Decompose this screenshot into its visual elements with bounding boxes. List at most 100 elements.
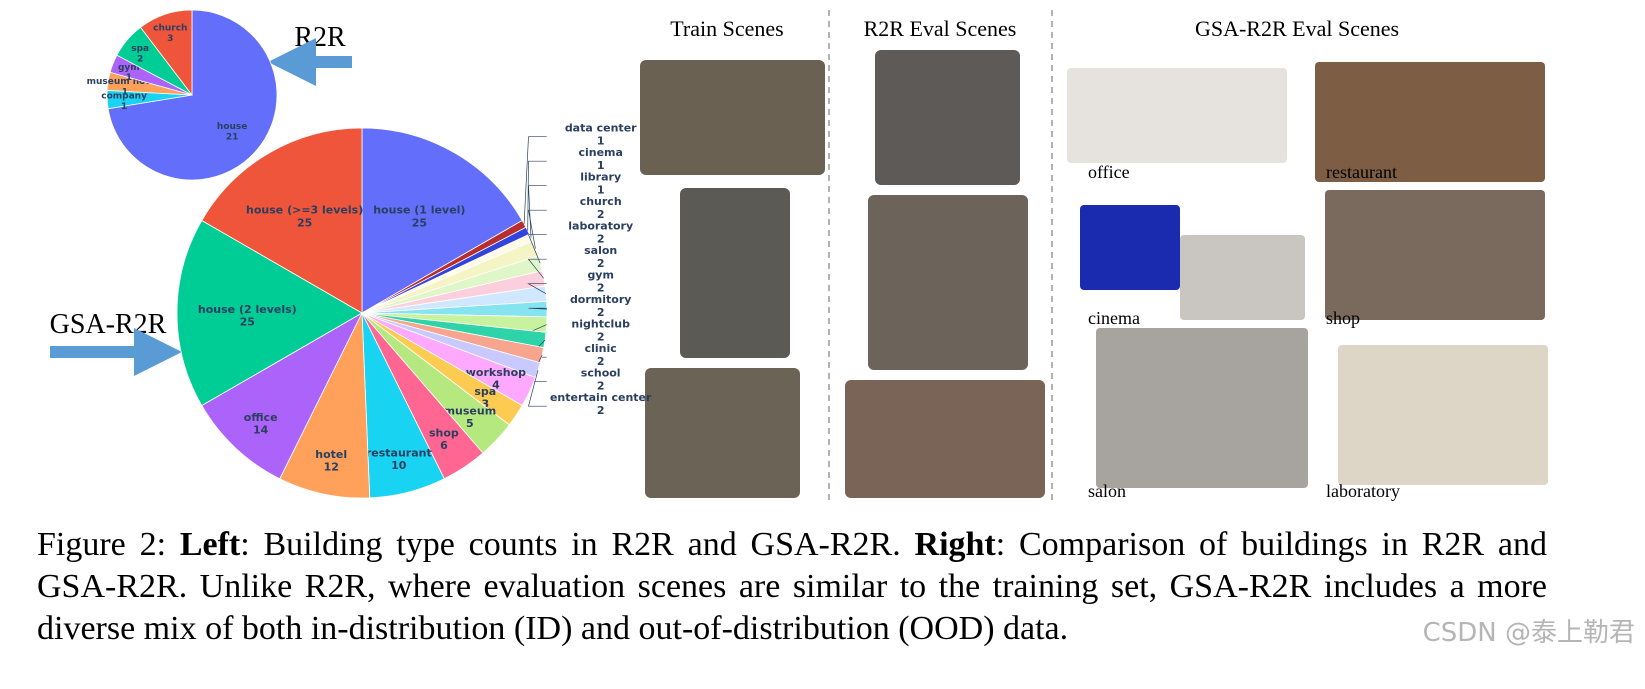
slice-label: museum house 1 xyxy=(87,77,164,97)
slice-value: 2 xyxy=(597,208,605,221)
slice-name: church xyxy=(153,24,187,34)
slice-value: 1 xyxy=(126,73,132,83)
slice-name: clinic xyxy=(585,342,617,355)
scene-image xyxy=(1338,345,1548,485)
scene-label: cinema xyxy=(1088,308,1140,328)
column-header: GSA-R2R Eval Scenes xyxy=(1195,16,1399,41)
scene-image xyxy=(868,195,1028,370)
scene-image xyxy=(1325,190,1545,320)
slice-name: workshop xyxy=(466,366,526,379)
scene-label: office xyxy=(1088,162,1130,182)
slice-label: spa 3 xyxy=(474,385,496,411)
slice-value: 1 xyxy=(122,87,128,97)
slice-label: laboratory 2 xyxy=(568,220,633,246)
scene-label: laboratory xyxy=(1326,481,1400,501)
slice-value: 5 xyxy=(466,417,474,430)
slice-name: library xyxy=(580,171,621,184)
slice-label: restaurant 10 xyxy=(366,446,432,472)
slice-name: house (>=3 levels) xyxy=(246,204,363,217)
leader-line xyxy=(528,307,547,310)
pie-slice xyxy=(361,127,523,314)
slice-name: laboratory xyxy=(568,220,633,233)
slice-name: company xyxy=(101,92,147,102)
caption-run: Right xyxy=(914,526,996,563)
scene-label: shop xyxy=(1326,308,1360,328)
slice-name: spa xyxy=(131,44,149,54)
slice-value: 1 xyxy=(597,183,605,196)
caption: Figure 2: Left: Building type counts in … xyxy=(37,524,1547,650)
caption-run: : Building type counts in R2R and GSA-R2… xyxy=(240,526,915,563)
scene-image xyxy=(875,50,1020,185)
slice-name: gym xyxy=(587,269,614,282)
scene-image xyxy=(640,60,825,175)
slice-name: house (1 level) xyxy=(373,204,465,217)
watermark: CSDN @泰上勒君 xyxy=(1422,618,1635,648)
pie-slice xyxy=(201,127,363,314)
slice-name: office xyxy=(244,411,278,424)
leader-line xyxy=(528,370,547,407)
leader-line xyxy=(527,234,547,264)
scene-image xyxy=(1180,235,1305,320)
slice-label: salon 2 xyxy=(584,244,617,270)
r2r-label: R2R xyxy=(294,22,346,53)
slice-label: church 3 xyxy=(153,24,187,44)
slice-name: house xyxy=(217,122,247,132)
column-header: R2R Eval Scenes xyxy=(864,16,1017,41)
slice-name: entertain center xyxy=(550,391,652,404)
scene-label: restaurant xyxy=(1326,162,1397,182)
slice-name: gym xyxy=(118,63,140,73)
slice-value: 2 xyxy=(597,257,605,270)
slice-value: 2 xyxy=(137,54,143,64)
slice-value: 1 xyxy=(121,102,127,112)
slice-label: gym 1 xyxy=(118,63,140,83)
slice-name: spa xyxy=(474,385,496,398)
gsa-label: GSA-R2R xyxy=(50,309,167,340)
slice-value: 1 xyxy=(597,134,605,147)
leader-line xyxy=(523,136,547,224)
slice-value: 25 xyxy=(240,316,255,329)
slice-name: church xyxy=(580,195,622,208)
slice-label: house (2 levels) 25 xyxy=(198,303,297,329)
scene-image xyxy=(680,188,790,358)
slice-value: 21 xyxy=(226,132,239,142)
slice-label: nightclub 2 xyxy=(571,318,630,344)
pie-slice xyxy=(107,9,278,181)
slice-label: house (1 level) 25 xyxy=(373,204,465,230)
slice-label: shop 6 xyxy=(429,426,459,452)
leader-line xyxy=(527,258,547,279)
slice-value: 2 xyxy=(597,379,605,392)
scene-image xyxy=(845,380,1045,498)
slice-label: library 1 xyxy=(580,171,621,197)
slice-value: 4 xyxy=(492,379,500,392)
slice-label: school 2 xyxy=(581,367,621,393)
slice-label: spa 2 xyxy=(131,44,149,64)
caption-run: : Comparison of buildings in R2R and GSA… xyxy=(37,526,1548,647)
slice-label: clinic 2 xyxy=(585,342,617,368)
slice-label: dormitory 2 xyxy=(570,293,632,319)
slice-name: museum house xyxy=(87,77,164,87)
slice-label: house (>=3 levels) 25 xyxy=(246,204,363,230)
slice-label: church 2 xyxy=(580,195,622,221)
slice-name: house (2 levels) xyxy=(198,303,297,316)
slice-name: data center xyxy=(565,122,637,135)
pie-slice xyxy=(139,9,193,97)
slice-value: 2 xyxy=(597,232,605,245)
slice-value: 2 xyxy=(597,330,605,343)
slice-name: nightclub xyxy=(571,318,630,331)
slice-label: house 21 xyxy=(217,122,247,142)
scene-images xyxy=(640,50,1548,498)
slice-value: 2 xyxy=(597,281,605,294)
slice-label: office 14 xyxy=(244,411,278,437)
slice-label: workshop 4 xyxy=(466,366,526,392)
leader-line xyxy=(527,283,547,294)
slice-name: cinema xyxy=(578,146,622,159)
leader-line xyxy=(527,160,547,231)
slice-name: shop xyxy=(429,426,459,439)
caption-run: Left xyxy=(179,526,241,563)
slice-value: 6 xyxy=(440,439,448,452)
scene-image xyxy=(1096,328,1308,488)
slice-value: 3 xyxy=(481,398,489,411)
leader-line xyxy=(528,185,547,238)
scene-image xyxy=(1080,205,1180,290)
slice-value: 12 xyxy=(324,460,339,473)
